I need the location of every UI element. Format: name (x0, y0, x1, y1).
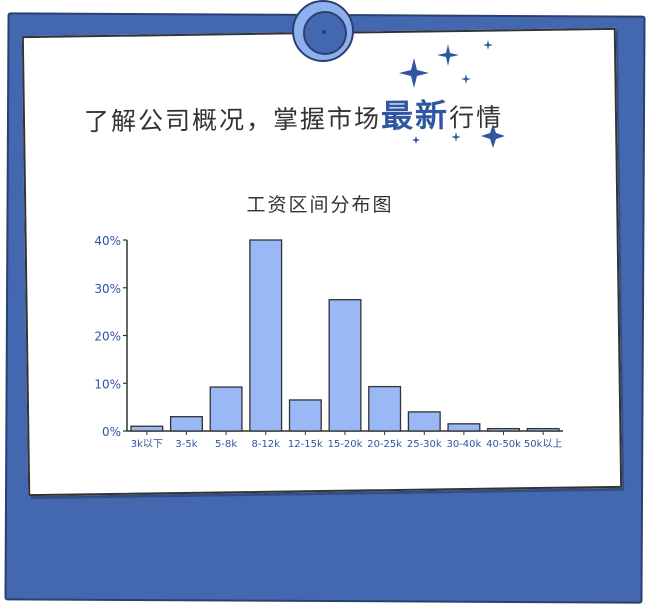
x-tick-label: 8-12k (251, 439, 280, 450)
pushpin-icon (292, 0, 354, 62)
bar (169, 416, 203, 432)
x-tick-label: 3-5k (175, 439, 197, 450)
y-tick-label: 30% (94, 282, 121, 296)
y-tick-label: 40% (94, 234, 121, 248)
bar (209, 386, 243, 432)
bar (130, 425, 164, 432)
y-tick-label: 0% (102, 425, 121, 439)
x-tick-label: 12-15k (288, 439, 323, 450)
sparkles-icon (399, 40, 505, 148)
bar (407, 411, 441, 432)
bar (487, 427, 521, 432)
x-tick-label: 20-25k (367, 439, 402, 450)
x-tick-label: 40-50k (486, 439, 521, 450)
bar (249, 239, 283, 432)
bar (526, 427, 560, 432)
y-tick-label: 20% (94, 330, 121, 344)
x-tick-label: 3k以下 (131, 439, 163, 450)
bar (368, 385, 402, 432)
y-tick-label: 10% (94, 377, 121, 391)
bar (288, 399, 322, 432)
x-tick-label: 5-8k (215, 439, 237, 450)
chart-title: 工资区间分布图 (246, 194, 394, 216)
x-tick-label: 50k以上 (524, 438, 563, 450)
bar (447, 423, 481, 432)
x-tick-label: 25-30k (407, 439, 442, 450)
x-tick-label: 30-40k (446, 439, 481, 450)
x-tick-label: 15-20k (328, 439, 363, 450)
bar (328, 299, 362, 432)
